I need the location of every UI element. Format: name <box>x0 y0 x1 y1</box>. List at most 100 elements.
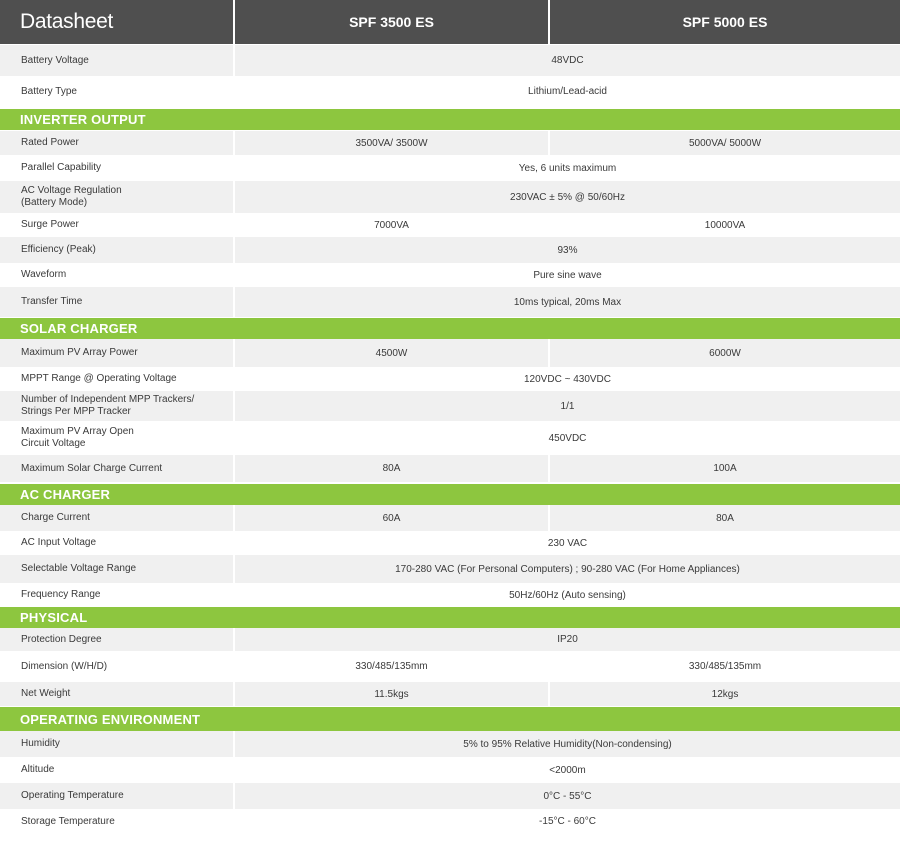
row-value-model-b: 6000W <box>550 339 900 367</box>
column-divider <box>233 237 235 263</box>
row-label: Humidity <box>0 731 233 757</box>
column-divider <box>233 731 235 757</box>
column-divider <box>548 682 550 706</box>
table-row: Efficiency (Peak) 93% <box>0 237 900 263</box>
table-row: Frequency Range 50Hz/60Hz (Auto sensing) <box>0 583 900 607</box>
table-row: AC Voltage Regulation (Battery Mode) 230VA… <box>0 181 900 213</box>
row-value-shared: 50Hz/60Hz (Auto sensing) <box>235 583 900 607</box>
row-value-shared: 10ms typical, 20ms Max <box>235 287 900 317</box>
row-label: Parallel Capability <box>0 155 233 181</box>
section-header: SOLAR CHARGER <box>0 318 900 339</box>
row-value-shared: 170-280 VAC (For Personal Computers) ; 9… <box>235 555 900 583</box>
section-header: PHYSICAL <box>0 607 900 628</box>
table-row: Protection Degree IP20 <box>0 628 900 651</box>
row-value-shared: Yes, 6 units maximum <box>235 155 900 181</box>
column-divider <box>548 131 550 155</box>
row-label: Net Weight <box>0 682 233 706</box>
row-value-model-a: 4500W <box>235 339 548 367</box>
row-value-shared: 48VDC <box>235 45 900 76</box>
row-label: Dimension (W/H/D) <box>0 651 233 682</box>
column-divider <box>233 531 235 555</box>
table-row: Net Weight 11.5kgs 12kgs <box>0 682 900 706</box>
row-label: Rated Power <box>0 131 233 155</box>
column-divider <box>233 213 235 237</box>
row-label: Efficiency (Peak) <box>0 237 233 263</box>
column-divider <box>233 76 235 107</box>
column-divider <box>233 455 235 482</box>
row-value-model-a: 330/485/135mm <box>235 651 548 682</box>
column-divider <box>233 391 235 421</box>
row-label: Protection Degree <box>0 628 233 651</box>
table-row: Dimension (W/H/D) 330/485/135mm 330/485/13… <box>0 651 900 682</box>
section-header: OPERATING ENVIRONMENT <box>0 707 900 731</box>
row-value-shared: 5% to 95% Relative Humidity(Non-condensi… <box>235 731 900 757</box>
section-header: AC CHARGER <box>0 484 900 505</box>
row-label: Battery Voltage <box>0 45 233 76</box>
row-label: Surge Power <box>0 213 233 237</box>
row-value-shared: <2000m <box>235 757 900 783</box>
column-divider <box>548 651 550 682</box>
row-label: Maximum PV Array Power <box>0 339 233 367</box>
section-header: INVERTER OUTPUT <box>0 109 900 130</box>
column-divider <box>233 421 235 455</box>
table-row: Storage Temperature -15°C - 60°C <box>0 809 900 834</box>
column-divider <box>233 45 235 76</box>
table-row: AC Input Voltage 230 VAC <box>0 531 900 555</box>
row-value-model-a: 11.5kgs <box>235 682 548 706</box>
column-divider <box>233 505 235 531</box>
row-label: Selectable Voltage Range <box>0 555 233 583</box>
row-value-shared: 1/1 <box>235 391 900 421</box>
row-value-model-a: 7000VA <box>235 213 548 237</box>
row-label: Battery Type <box>0 76 233 107</box>
table-row: Humidity 5% to 95% Relative Humidity(Non-… <box>0 731 900 757</box>
row-label: Number of Independent MPP Trackers/Strin… <box>0 391 233 421</box>
row-label: Operating Temperature <box>0 783 233 809</box>
table-row: Maximum Solar Charge Current 80A 100A <box>0 455 900 482</box>
column-divider <box>233 682 235 706</box>
table-row: Selectable Voltage Range 170-280 VAC (For… <box>0 555 900 583</box>
column-divider <box>233 628 235 651</box>
row-label: Maximum Solar Charge Current <box>0 455 233 482</box>
column-divider <box>548 213 550 237</box>
column-divider <box>233 131 235 155</box>
row-value-shared: -15°C - 60°C <box>235 809 900 834</box>
row-value-shared: 230 VAC <box>235 531 900 555</box>
column-divider <box>233 181 235 213</box>
row-label: Charge Current <box>0 505 233 531</box>
row-value-model-a: 3500VA/ 3500W <box>235 131 548 155</box>
column-divider <box>233 339 235 367</box>
column-divider <box>233 757 235 783</box>
model-b-header: SPF 5000 ES <box>550 0 900 44</box>
table-row: Battery Type Lithium/Lead-acid <box>0 76 900 107</box>
column-divider <box>233 263 235 287</box>
table-row: Number of Independent MPP Trackers/Strin… <box>0 391 900 421</box>
row-value-model-a: 80A <box>235 455 548 482</box>
row-value-shared: 0°C - 55°C <box>235 783 900 809</box>
row-label: Frequency Range <box>0 583 233 607</box>
row-value-shared: 120VDC ~ 430VDC <box>235 367 900 391</box>
table-row: MPPT Range @ Operating Voltage 120VDC ~ 4… <box>0 367 900 391</box>
row-label: AC Input Voltage <box>0 531 233 555</box>
row-value-model-b: 12kgs <box>550 682 900 706</box>
row-label: Altitude <box>0 757 233 783</box>
row-value-model-b: 100A <box>550 455 900 482</box>
table-row: Rated Power 3500VA/ 3500W 5000VA/ 5000W <box>0 131 900 155</box>
row-label: Waveform <box>0 263 233 287</box>
column-divider <box>233 155 235 181</box>
row-value-shared: Pure sine wave <box>235 263 900 287</box>
column-divider <box>233 783 235 809</box>
row-label: Maximum PV Array Open Circuit Voltage <box>0 421 233 455</box>
model-a-header: SPF 3500 ES <box>235 0 548 44</box>
table-row: Transfer Time 10ms typical, 20ms Max <box>0 287 900 317</box>
table-row: Maximum PV Array Power 4500W 6000W <box>0 339 900 367</box>
row-value-shared: 230VAC ± 5% @ 50/60Hz <box>235 181 900 213</box>
table-row: Surge Power 7000VA 10000VA <box>0 213 900 237</box>
column-divider <box>548 505 550 531</box>
row-value-shared: 93% <box>235 237 900 263</box>
table-row: Parallel Capability Yes, 6 units maximum <box>0 155 900 181</box>
row-label: AC Voltage Regulation (Battery Mode) <box>0 181 233 213</box>
row-value-model-b: 80A <box>550 505 900 531</box>
table-row: Battery Voltage 48VDC <box>0 45 900 76</box>
row-label: Storage Temperature <box>0 809 233 834</box>
row-value-model-b: 10000VA <box>550 213 900 237</box>
